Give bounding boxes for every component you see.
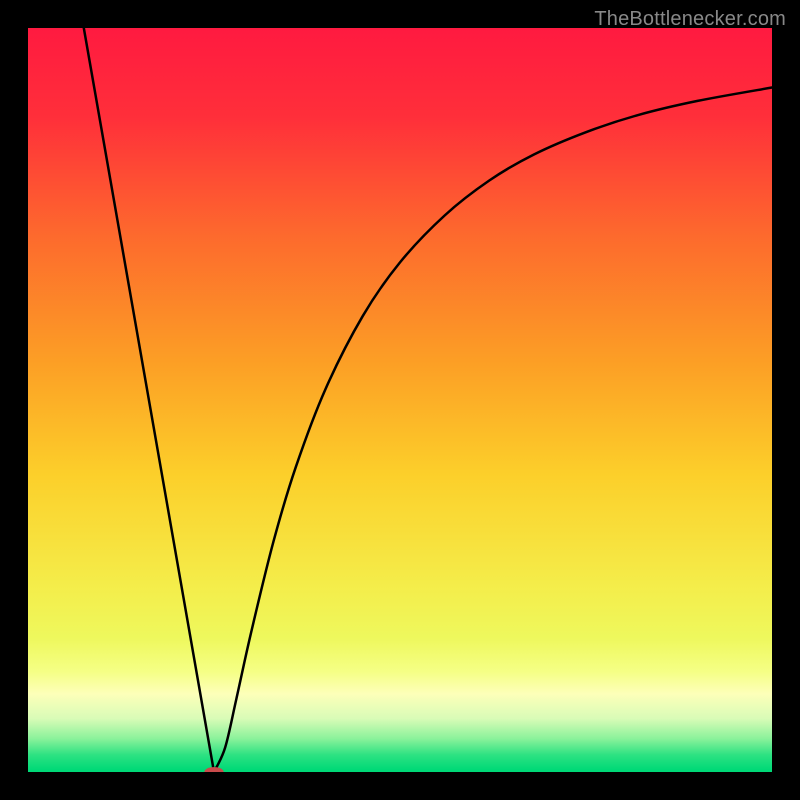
bottleneck-chart: [0, 0, 800, 800]
watermark-text: TheBottlenecker.com: [594, 8, 786, 31]
gradient-background: [28, 28, 772, 772]
chart-container: TheBottlenecker.com: [0, 0, 800, 800]
